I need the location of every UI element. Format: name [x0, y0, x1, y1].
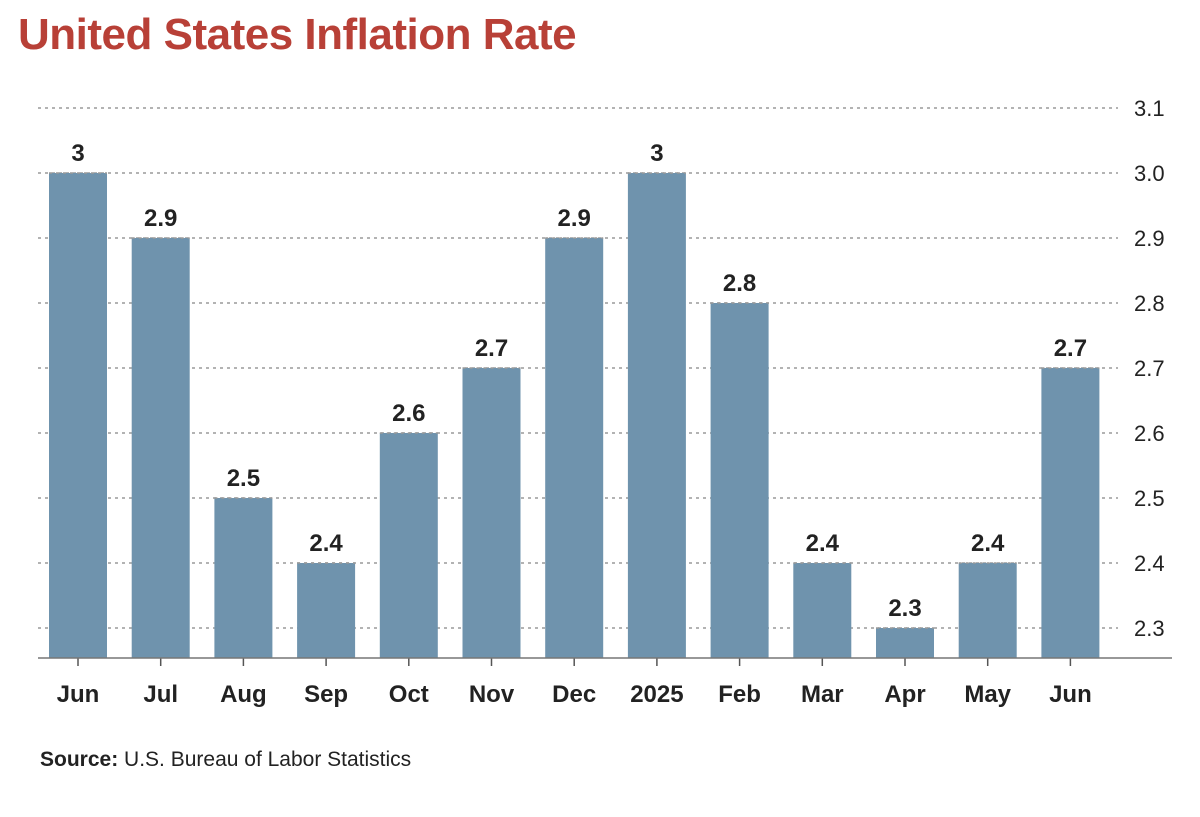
data-label: 2.6	[392, 400, 425, 427]
x-tick-label: Apr	[884, 681, 925, 708]
x-tick-label: Aug	[220, 681, 267, 708]
y-tick-label: 3.0	[1134, 161, 1165, 186]
x-tick-label: Jun	[57, 681, 100, 708]
y-tick-label: 2.8	[1134, 291, 1165, 316]
source-text: U.S. Bureau of Labor Statistics	[124, 748, 412, 771]
bar	[297, 563, 356, 658]
bar	[49, 173, 107, 658]
x-tick-label: Mar	[801, 681, 844, 708]
x-tick-label: Oct	[389, 681, 429, 708]
source-label: Source:	[40, 748, 119, 771]
data-label: 2.3	[888, 595, 921, 622]
x-tick-label: Dec	[552, 681, 596, 708]
x-tick-label: 2025	[630, 681, 683, 708]
y-tick-label: 2.4	[1134, 551, 1165, 576]
data-label: 2.4	[971, 530, 1005, 557]
data-label: 2.8	[723, 270, 756, 297]
bar	[545, 238, 604, 658]
bar	[131, 238, 190, 658]
bar	[876, 628, 934, 658]
data-label: 2.4	[806, 530, 840, 557]
x-tick-label: Nov	[469, 681, 515, 708]
y-tick-label: 2.9	[1134, 226, 1165, 251]
bar	[627, 173, 686, 658]
y-axis-ticks: 2.3 2.4 2.5 2.6 2.7 2.8 2.9 3.0 3.1	[1134, 96, 1165, 641]
x-tick-label: Jul	[143, 681, 178, 708]
x-tick-label: May	[964, 681, 1011, 708]
chart-title: United States Inflation Rate	[18, 10, 577, 59]
bar	[214, 498, 273, 658]
y-tick-label: 2.6	[1134, 421, 1165, 446]
y-tick-label: 3.1	[1134, 96, 1165, 121]
x-tick-label: Jun	[1049, 681, 1092, 708]
x-tick-label: Feb	[718, 681, 761, 708]
data-label: 2.4	[309, 530, 343, 557]
bar	[379, 433, 438, 658]
data-label: 2.9	[558, 205, 591, 232]
x-axis-ticks: Jun Jul Aug Sep Oct Nov Dec 2025 Feb Mar Apr May Jun	[57, 658, 1092, 708]
data-label: 2.7	[1054, 335, 1087, 362]
bar	[462, 368, 521, 658]
bar	[958, 563, 1017, 658]
x-tick-label: Sep	[304, 681, 348, 708]
data-label: 2.5	[227, 465, 260, 492]
data-label: 3	[650, 140, 663, 167]
bar	[793, 563, 852, 658]
y-tick-label: 2.7	[1134, 356, 1165, 381]
bars	[49, 172, 1100, 658]
y-tick-label: 2.5	[1134, 486, 1165, 511]
bar	[710, 303, 769, 658]
data-label: 2.7	[475, 335, 508, 362]
data-labels: 3 2.9 2.5 2.4 2.6 2.7 2.9 3 2.8 2.4 2.3 2.4 2.7	[71, 140, 1087, 622]
source-note: Source: U.S. Bureau of Labor Statistics	[40, 748, 411, 772]
data-label: 2.9	[144, 205, 177, 232]
bar	[1041, 368, 1100, 658]
data-label: 3	[71, 140, 84, 167]
y-tick-label: 2.3	[1134, 616, 1165, 641]
